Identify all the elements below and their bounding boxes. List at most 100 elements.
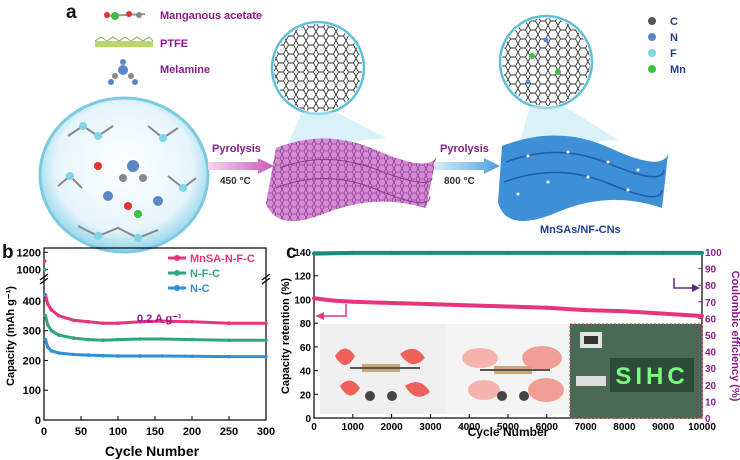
b-data-point [49, 328, 54, 333]
precursor-mixture-sphere [38, 96, 210, 254]
b-data-point [138, 337, 142, 341]
b-data-point [116, 354, 120, 358]
b-series-line [44, 339, 266, 359]
b-xtick-label: 100 [109, 426, 127, 438]
panel-c-chart: 0 20 40 60 80 100 120 140 0 10 20 30 40 50 60 70 80 90 10… [280, 248, 740, 439]
c-xtick-label: 5000 [497, 422, 520, 433]
b-data-point [86, 337, 91, 342]
photo-propeller-still [320, 324, 448, 414]
step1-arrow [208, 158, 274, 174]
c-data-point [428, 250, 433, 255]
b-legend-label: N-C [190, 283, 210, 295]
b-data-point [227, 321, 231, 326]
b-xtick-label: 0 [41, 426, 47, 438]
step2-arrow [434, 158, 500, 174]
c-data-point [583, 250, 588, 255]
molecule-icon [104, 11, 146, 20]
b-ytick-label: 400 [23, 296, 41, 308]
c-ytick-right-label: 70 [705, 298, 717, 309]
c-xtick-label: 8000 [613, 422, 636, 433]
c-data-point [622, 250, 627, 255]
b-data-point [71, 352, 76, 357]
b-xtick-label: 50 [75, 426, 87, 438]
c-ytick-right-label: 100 [705, 248, 722, 259]
precursor-label-melamine: Melamine [160, 64, 211, 76]
c-xtick-label: 0 [311, 422, 317, 433]
axis-break-left [39, 273, 49, 281]
b-data-point [264, 338, 268, 342]
panel-b-frame [43, 247, 267, 421]
element-legend: C N F Mn [648, 14, 686, 78]
b-data-point [42, 293, 47, 297]
step1-label: Pyrolysis [212, 143, 261, 155]
b-data-point [45, 302, 50, 306]
b-legend-marker [174, 255, 180, 261]
c-xtick-label: 7000 [574, 422, 597, 433]
c-xtick-label: 6000 [536, 422, 559, 433]
c-data-point [622, 309, 627, 314]
b-data-point [45, 322, 50, 327]
photo-led-display: SIHC [569, 323, 703, 419]
panel-c-ylabel-right: Coulombic efficiency (%) [729, 271, 740, 402]
b-data-point [160, 319, 165, 323]
b-data-point [160, 354, 165, 358]
led-display-text: SIHC [615, 363, 688, 390]
panel-b-chart: 0 100 200 300 400 1000 1200 0 50 100 150 200 250 300… [5, 247, 275, 459]
panel-c-letter: c [286, 242, 297, 263]
c-ytick-right-label: 40 [705, 348, 717, 359]
atom-f-icon [648, 49, 656, 57]
precursor-label-manganous: Manganous acetate [160, 10, 263, 22]
b-xtick-label: 150 [146, 426, 164, 438]
b-data-point [71, 336, 76, 340]
b-data-point [71, 318, 76, 323]
b-ytick-label: 300 [23, 326, 41, 338]
c-data-point [700, 314, 704, 319]
c-ytick-right-label: 60 [705, 314, 717, 325]
c-ytick-left-label: 40 [300, 367, 312, 378]
c-series-line [313, 296, 703, 319]
b-data-point [101, 321, 105, 326]
b-data-point [138, 354, 142, 358]
b-data-point [86, 353, 91, 357]
b-xtick-label: 250 [220, 426, 238, 438]
b-data-point [190, 354, 194, 359]
b-data-point [57, 333, 61, 337]
b-data-point [190, 337, 194, 342]
c-ytick-left-label: 80 [300, 319, 312, 330]
panel-b-xlabel: Cycle Number [105, 443, 200, 459]
c-data-point [661, 311, 666, 316]
b-data-point [264, 321, 268, 326]
b-data-point [49, 349, 54, 353]
c-data-point [331, 298, 336, 303]
b-xtick-label: 200 [183, 426, 201, 438]
c-data-point [583, 308, 588, 313]
b-data-point [42, 267, 47, 272]
b-data-point [101, 338, 105, 342]
c-data-point [389, 300, 394, 305]
b-legend-marker [174, 270, 180, 276]
c-ytick-left-label: 140 [294, 248, 311, 259]
b-xtick-label: 300 [257, 426, 275, 438]
c-ytick-left-label: 120 [294, 272, 311, 283]
c-ytick-left-label: 0 [305, 414, 311, 425]
atom-n-icon [648, 33, 656, 41]
b-data-point [116, 337, 120, 342]
c-data-point [312, 251, 316, 256]
c-data-point [312, 296, 316, 301]
b-ytick-label: 100 [23, 385, 41, 397]
b-data-point [190, 319, 194, 324]
b-ytick-label: 1200 [17, 247, 41, 259]
legend-item-f: F [648, 46, 686, 62]
atom-mn-icon [648, 65, 656, 73]
b-ytick-label: 200 [23, 355, 41, 367]
panel-c-ylabel-left: Capacity retention (%) [280, 278, 292, 394]
c-ytick-right-label: 0 [705, 414, 711, 425]
c-ytick-left-label: 60 [300, 343, 312, 354]
step2-temperature: 800 °C [444, 176, 475, 187]
b-ytick-label: 0 [35, 415, 41, 427]
panel-b-letter: b [2, 242, 14, 263]
intermediate-carbon-sheets [266, 20, 436, 221]
c-data-point [467, 250, 472, 255]
photo-propeller-spinning [446, 324, 570, 414]
c-data-point [661, 250, 666, 255]
